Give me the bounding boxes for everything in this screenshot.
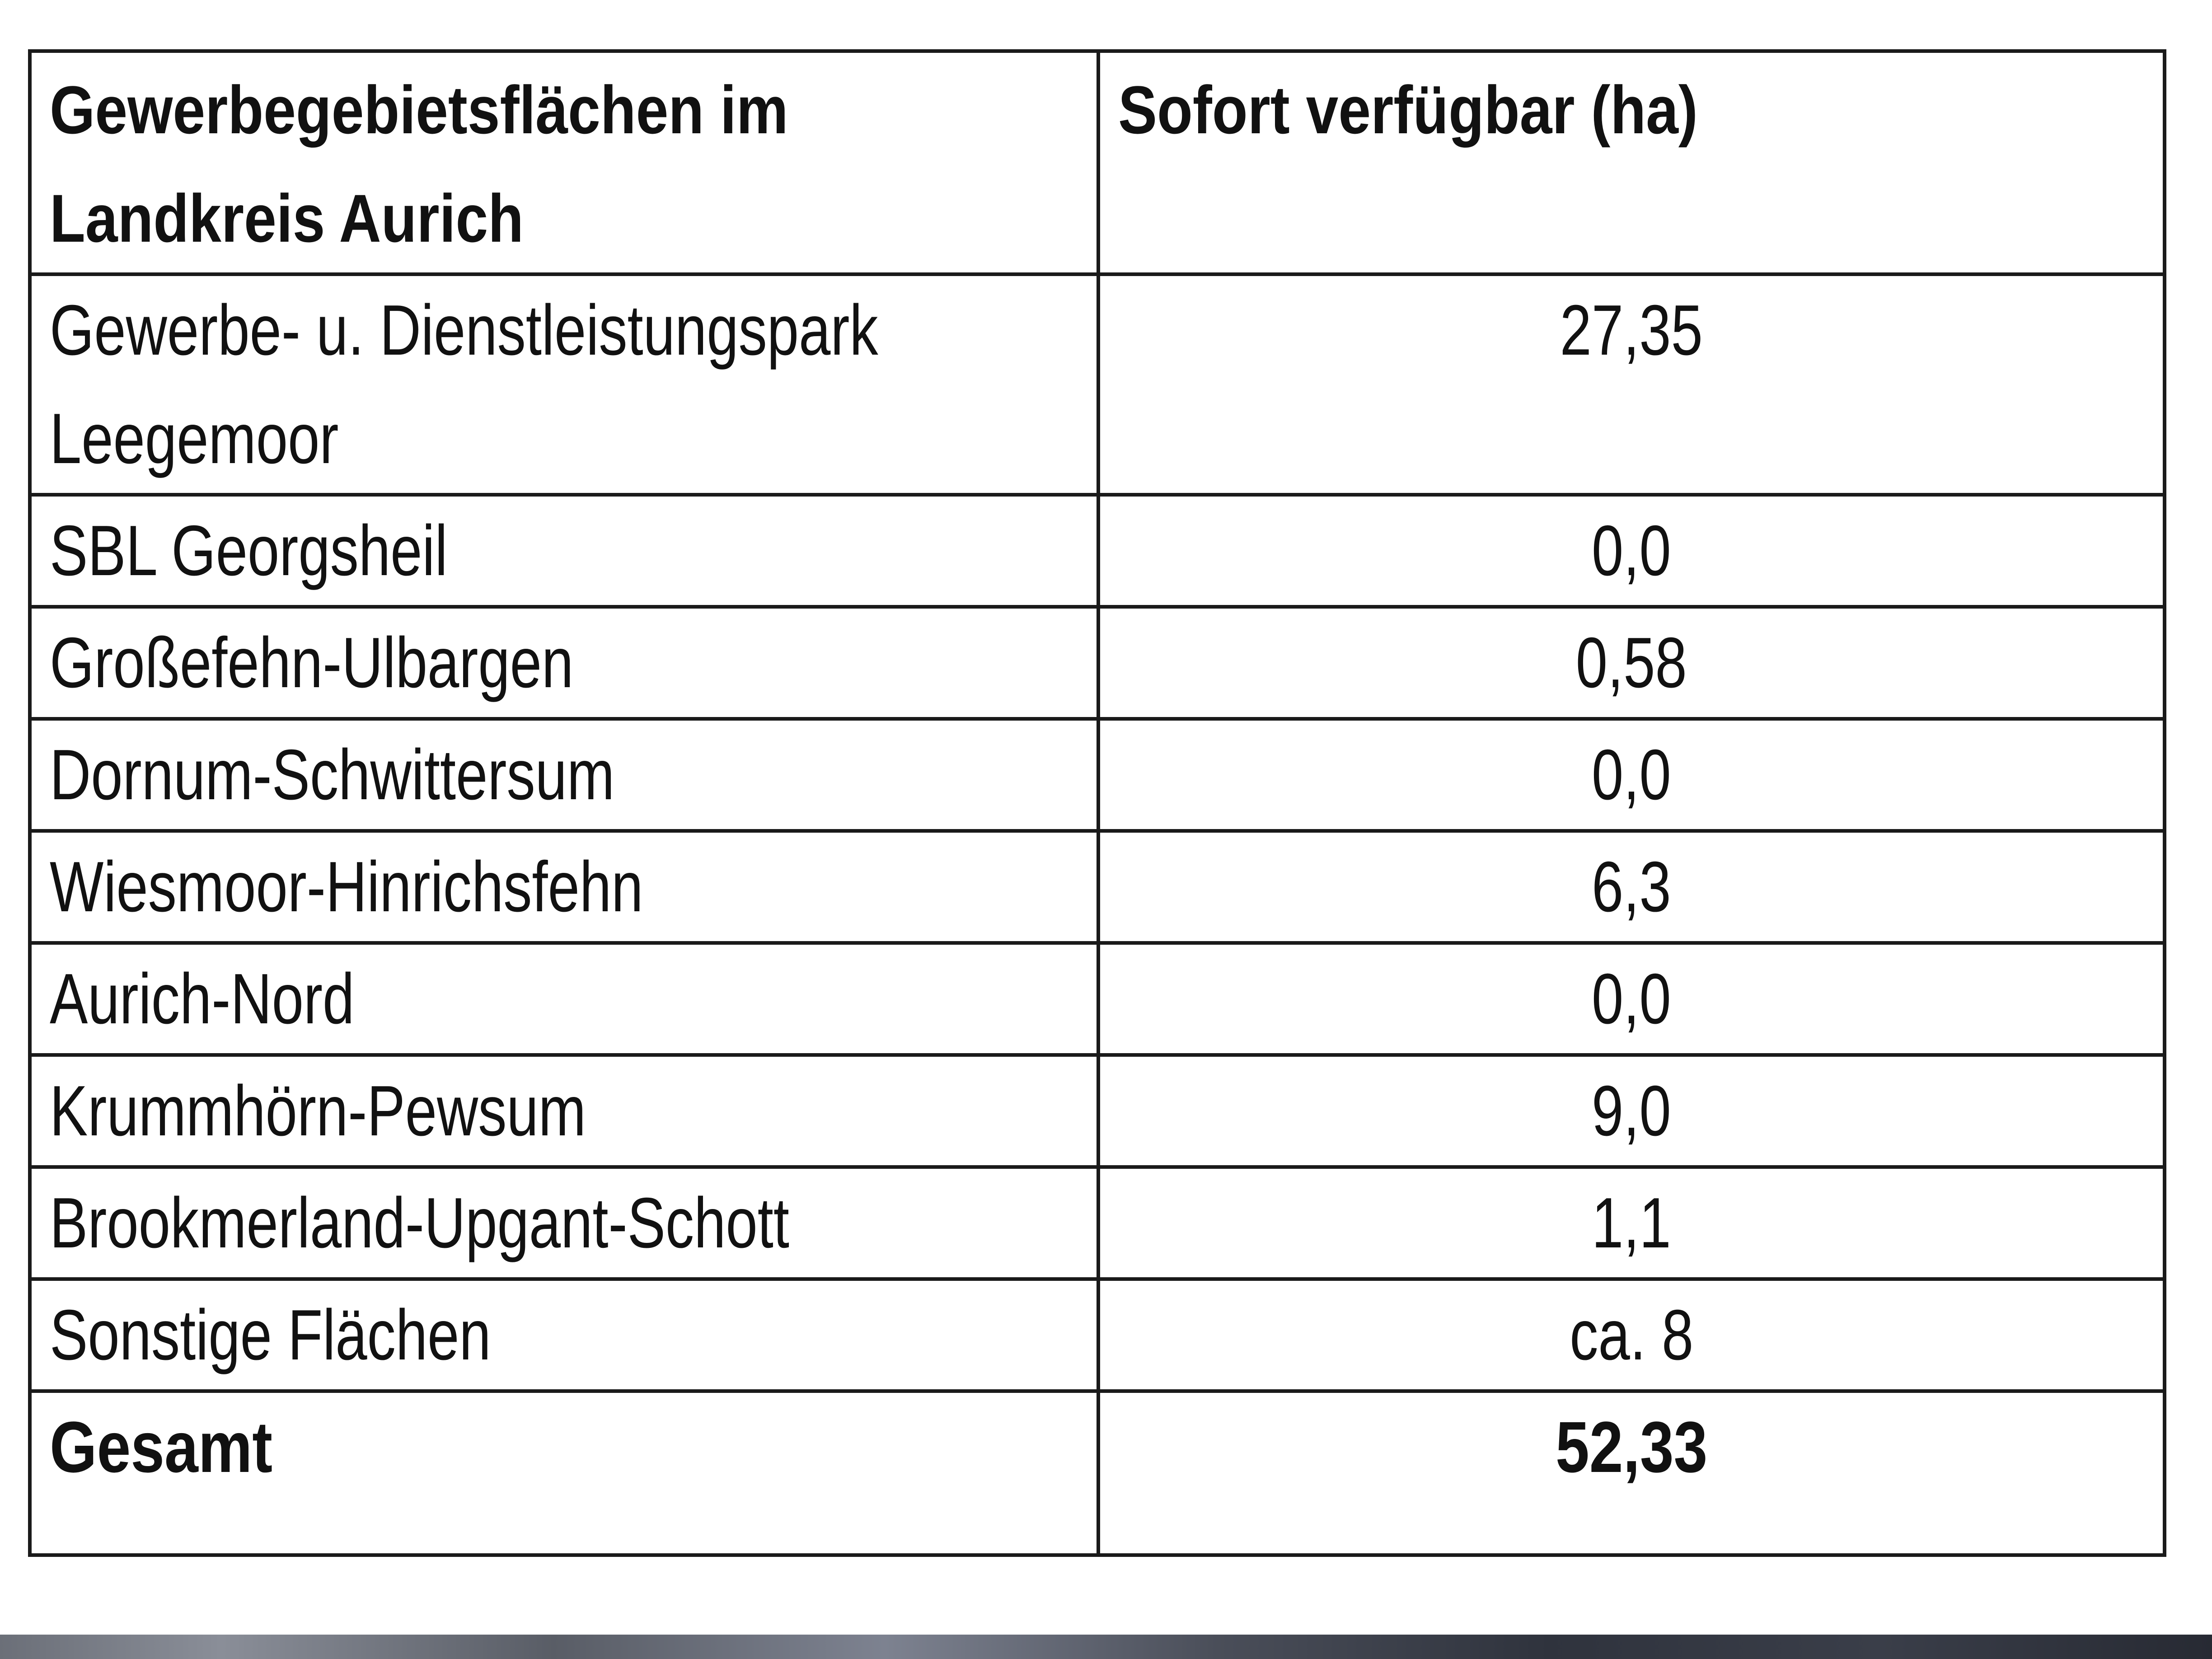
available-value: 9,0 xyxy=(1592,1071,1671,1151)
area-name-cell: Krummhörn-Pewsum xyxy=(28,1053,1100,1169)
available-value: 0,58 xyxy=(1575,623,1687,703)
available-value-cell: 0,0 xyxy=(1097,717,2166,833)
available-value-cell: 27,35 xyxy=(1097,272,2166,497)
commercial-areas-table: Gewerbegebietsflächen im Landkreis Auric… xyxy=(28,49,2166,1557)
available-value: 0,0 xyxy=(1592,959,1671,1039)
available-value: 6,3 xyxy=(1592,847,1671,927)
area-name: Aurich-Nord xyxy=(50,959,355,1039)
available-value-cell: 9,0 xyxy=(1097,1053,2166,1169)
area-name: Sonstige Flächen xyxy=(50,1295,491,1375)
area-name-cell: Großefehn-Ulbargen xyxy=(28,605,1100,721)
total-label: Gesamt xyxy=(50,1406,273,1487)
table-total-row: Gesamt 52,33 xyxy=(28,1389,2166,1557)
background-image-strip xyxy=(0,1635,2212,1659)
total-label-cell: Gesamt xyxy=(28,1389,1100,1557)
available-value: 1,1 xyxy=(1592,1183,1671,1263)
area-name: Großefehn-Ulbargen xyxy=(50,623,574,703)
available-value-cell: ca. 8 xyxy=(1097,1277,2166,1393)
table-row: SBL Georgsheil 0,0 xyxy=(28,493,2166,609)
table-header-row: Gewerbegebietsflächen im Landkreis Auric… xyxy=(28,49,2166,276)
available-value: ca. 8 xyxy=(1569,1295,1694,1375)
area-name: Wiesmoor-Hinrichsfehn xyxy=(50,847,643,927)
table-row: Brookmerland-Upgant-Schott 1,1 xyxy=(28,1165,2166,1281)
area-name-line2: Leegemoor xyxy=(50,399,339,478)
available-value-cell: 0,58 xyxy=(1097,605,2166,721)
table-row: Aurich-Nord 0,0 xyxy=(28,941,2166,1057)
available-value-cell: 6,3 xyxy=(1097,829,2166,945)
header-available: Sofort verfügbar (ha) xyxy=(1097,49,2166,276)
available-value-cell: 1,1 xyxy=(1097,1165,2166,1281)
header-available-label: Sofort verfügbar (ha) xyxy=(1118,72,1698,148)
area-name-cell: Gewerbe- u. Dienstleistungspark Leegemoo… xyxy=(28,272,1100,497)
area-name-cell: SBL Georgsheil xyxy=(28,493,1100,609)
area-name-line1: Gewerbe- u. Dienstleistungspark xyxy=(50,291,878,370)
header-area-name: Gewerbegebietsflächen im Landkreis Auric… xyxy=(28,49,1100,276)
table-row: Gewerbe- u. Dienstleistungspark Leegemoo… xyxy=(28,272,2166,497)
area-name-cell: Dornum-Schwittersum xyxy=(28,717,1100,833)
available-value-cell: 0,0 xyxy=(1097,941,2166,1057)
available-value: 0,0 xyxy=(1592,511,1671,590)
header-area-name-line1: Gewerbegebietsflächen im xyxy=(50,72,788,148)
header-area-name-line2: Landkreis Aurich xyxy=(50,180,524,256)
area-name: Dornum-Schwittersum xyxy=(50,735,615,815)
area-name-cell: Brookmerland-Upgant-Schott xyxy=(28,1165,1100,1281)
area-name-cell: Wiesmoor-Hinrichsfehn xyxy=(28,829,1100,945)
area-name-cell: Aurich-Nord xyxy=(28,941,1100,1057)
available-value: 0,0 xyxy=(1592,735,1671,815)
table-row: Dornum-Schwittersum 0,0 xyxy=(28,717,2166,833)
available-value-cell: 0,0 xyxy=(1097,493,2166,609)
area-name: Krummhörn-Pewsum xyxy=(50,1071,586,1151)
area-name-cell: Sonstige Flächen xyxy=(28,1277,1100,1393)
table-row: Sonstige Flächen ca. 8 xyxy=(28,1277,2166,1393)
area-name: Brookmerland-Upgant-Schott xyxy=(50,1183,789,1263)
table-row: Wiesmoor-Hinrichsfehn 6,3 xyxy=(28,829,2166,945)
total-value: 52,33 xyxy=(1555,1406,1708,1487)
total-value-cell: 52,33 xyxy=(1097,1389,2166,1557)
available-value: 27,35 xyxy=(1560,291,1703,370)
area-name: SBL Georgsheil xyxy=(50,511,448,590)
table-row: Großefehn-Ulbargen 0,58 xyxy=(28,605,2166,721)
table-row: Krummhörn-Pewsum 9,0 xyxy=(28,1053,2166,1169)
